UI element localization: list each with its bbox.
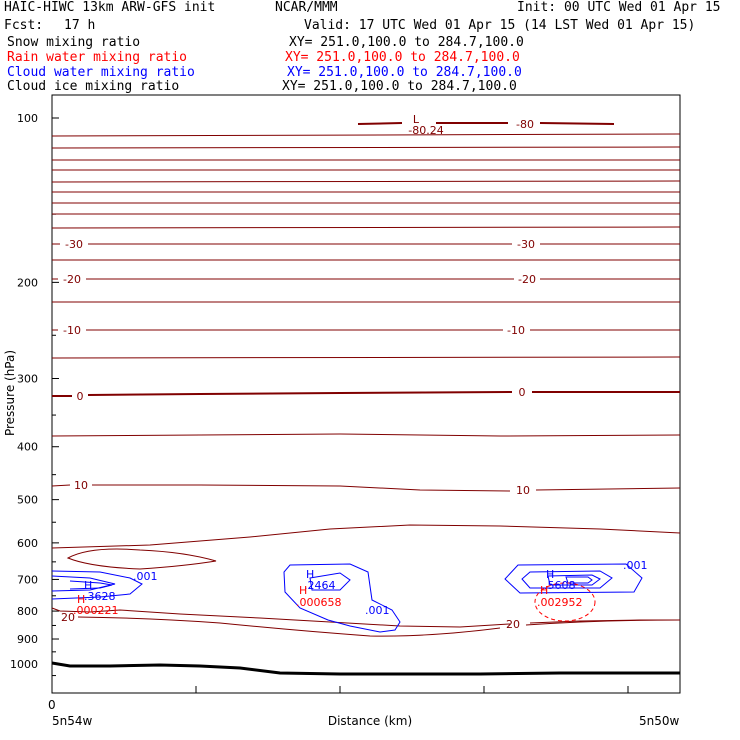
temp-contour: [51, 433, 681, 437]
rain-water-max-value: .000221: [73, 604, 119, 617]
cloud-water-max-value: .3628: [84, 590, 116, 603]
cloud-water-contour-east-inner3: [565, 576, 593, 584]
x-start-label: 5n54w: [52, 714, 93, 728]
rain-water-max-value: .000658: [296, 596, 342, 609]
cloud-water-contour-label: .001: [133, 570, 158, 583]
y-tick-label: 800: [17, 605, 38, 618]
x-origin-label: 0: [48, 698, 56, 712]
x-axis: [51, 686, 629, 693]
cloud-water-contours: [51, 563, 643, 633]
cloud-water-contour-west-inner: [51, 575, 116, 592]
rain-water-max-marker: H: [299, 584, 307, 597]
cloud-water-contour-east-inner2: [547, 574, 601, 586]
field-cloudwater-name: Cloud water mixing ratio: [7, 65, 195, 80]
cloud-water-contour-label: .001: [623, 559, 648, 572]
temp-label: 20: [506, 618, 520, 631]
temp-contour: [51, 146, 681, 149]
y-tick-label: 600: [17, 537, 38, 550]
init-time: Init: 00 UTC Wed 01 Apr 15: [517, 0, 721, 15]
rain-water-max-value: .002952: [537, 596, 583, 609]
field-snow-xy: XY= 251.0,100.0 to 284.7,100.0: [289, 35, 524, 50]
temp-contour: [51, 524, 681, 549]
y-tick-label: 1000: [10, 658, 38, 671]
temp-contour: [51, 226, 681, 229]
y-tick-label: 900: [17, 633, 38, 646]
cloud-water-max-marker: H: [84, 579, 92, 592]
temperature-labels: -80 -30 -30 -20 -20 -10 -10 0 0 10 10 20…: [61, 118, 536, 631]
rain-water-contours: [534, 582, 596, 622]
rain-water-max-marker: H: [77, 593, 85, 606]
org-label: NCAR/MMM: [275, 0, 338, 15]
valid-time: Valid: 17 UTC Wed 01 Apr 15 (14 LST Wed …: [304, 18, 696, 33]
terrain-line: [51, 661, 680, 676]
cloud-water-labels: H .3628 H .2464 H .5608 .001 .001 .001: [84, 559, 648, 617]
temp-label: -80: [516, 118, 534, 131]
cloud-water-contour-west-inner2: [69, 580, 113, 590]
fcst-label: Fcst:: [4, 18, 44, 33]
temp-label: -30: [517, 238, 535, 251]
temp-label: 0: [519, 386, 526, 399]
temp-contour-zero: [52, 391, 680, 397]
plot-frame: [51, 94, 681, 694]
field-rain-xy: XY= 251.0,100.0 to 284.7,100.0: [285, 50, 520, 65]
y-tick-label: 100: [17, 112, 38, 125]
temp-contour-20: [77, 616, 681, 637]
temp-label: 10: [74, 479, 88, 492]
minimum-marker: L: [413, 113, 420, 126]
fcst-value: 17 h: [64, 18, 96, 33]
temp-label: -30: [65, 238, 83, 251]
rain-water-max-marker: H: [540, 584, 548, 597]
temp-label: -20: [518, 273, 536, 286]
temperature-contours: [51, 122, 681, 637]
temp-contour: [51, 133, 681, 137]
cloud-water-max-marker: H: [306, 568, 314, 581]
temp-contour-10: [51, 484, 681, 492]
field-snow-name: Snow mixing ratio: [7, 35, 141, 50]
rain-water-labels: H .000221 H .000658 H .002952: [73, 584, 583, 617]
x-end-label: 5n50w: [639, 714, 680, 728]
temp-label: -10: [63, 324, 81, 337]
temp-label: 0: [77, 390, 84, 403]
temp-contour: [51, 356, 681, 359]
y-axis-label: Pressure (hPa): [3, 350, 17, 436]
cloud-water-max-value: .2464: [304, 579, 336, 592]
temp-label: 10: [516, 484, 530, 497]
minimum-value: -80.24: [408, 124, 443, 137]
field-cloudice-name: Cloud ice mixing ratio: [7, 79, 180, 94]
y-tick-label: 500: [17, 494, 38, 507]
cloud-water-contour-east-inner: [521, 570, 613, 589]
cloud-water-contour-center: [283, 563, 401, 633]
y-tick-label: 300: [17, 373, 38, 386]
temp-contour-small-loop: [66, 548, 217, 570]
cloud-water-contour-label: .001: [365, 604, 390, 617]
cloud-water-max-marker: H: [546, 568, 554, 581]
cloud-water-contour-west: [51, 570, 143, 600]
temp-label: -20: [63, 273, 81, 286]
field-rain-name: Rain water mixing ratio: [7, 50, 188, 65]
cloud-water-contour-center-inner: [309, 572, 351, 591]
cloud-water-max-value: .5608: [544, 579, 576, 592]
temp-label: -10: [507, 324, 525, 337]
temp-contour: [51, 180, 681, 183]
cloud-water-contour-east: [504, 563, 643, 594]
temp-contour-minus80: [357, 122, 615, 125]
field-cloudice-xy: XY= 251.0,100.0 to 284.7,100.0: [282, 79, 517, 94]
y-tick-label: 200: [17, 276, 38, 289]
field-cloudwater-xy: XY= 251.0,100.0 to 284.7,100.0: [287, 65, 522, 80]
rain-water-contour-east: [534, 582, 596, 622]
plot-title: HAIC-HIWC 13km ARW-GFS init: [4, 0, 216, 15]
y-tick-label: 700: [17, 573, 38, 586]
x-axis-label: Distance (km): [328, 714, 412, 728]
y-tick-label: 400: [17, 441, 38, 454]
temp-label: 20: [61, 611, 75, 624]
